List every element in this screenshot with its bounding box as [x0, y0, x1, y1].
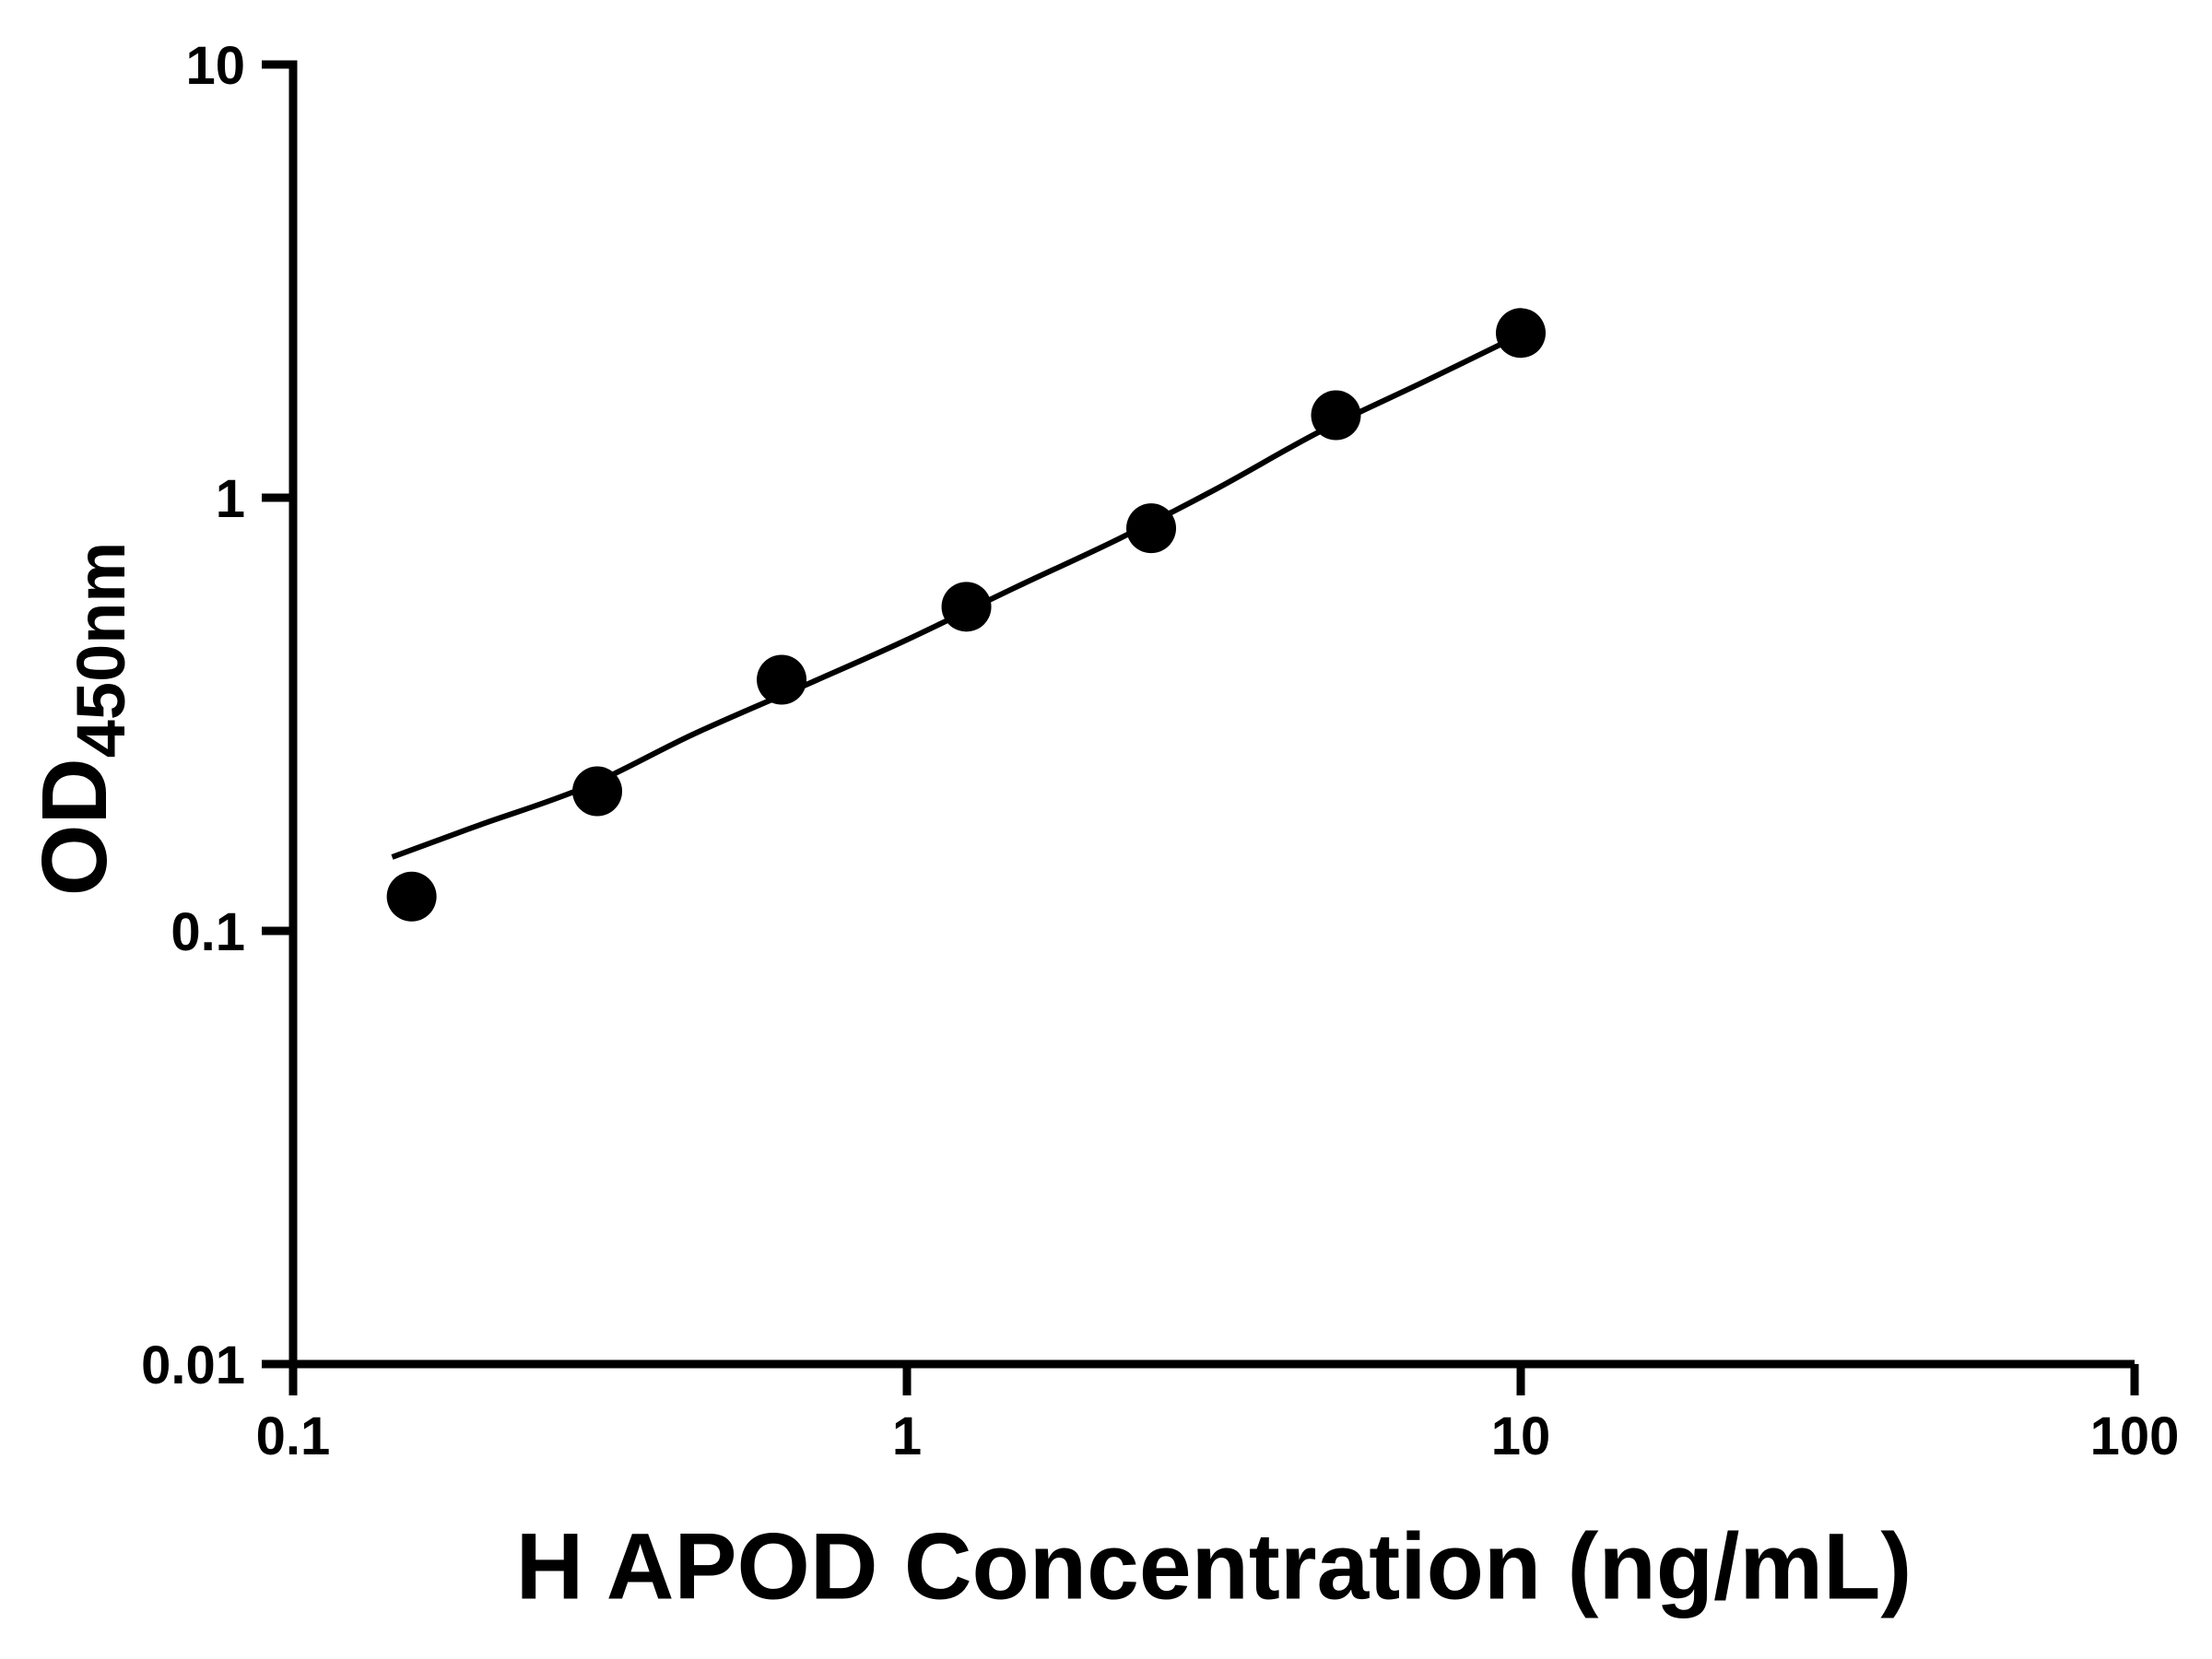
y-tick-label: 0.01	[141, 1335, 245, 1395]
y-axis-title-subscript: 450nm	[63, 541, 139, 759]
x-tick-label: 100	[2090, 1406, 2180, 1466]
data-point	[572, 766, 623, 817]
axes-frame	[288, 60, 2135, 1369]
data-point	[941, 582, 992, 632]
y-tick-label: 1	[216, 469, 245, 529]
data-point	[1311, 390, 1361, 441]
data-point	[1126, 503, 1177, 554]
y-tick-label: 10	[185, 36, 245, 96]
data-point	[1496, 308, 1546, 359]
data-point	[386, 871, 437, 922]
y-tick-label: 0.1	[171, 902, 245, 962]
y-axis-title: OD450nm	[22, 542, 140, 896]
x-tick-label: 0.1	[256, 1406, 331, 1466]
x-tick-label: 1	[892, 1406, 922, 1466]
x-tick-label: 10	[1491, 1406, 1551, 1466]
y-axis-title-text: OD	[23, 758, 126, 897]
data-point	[757, 654, 807, 705]
x-axis-title: H APOD Concentration (ng/mL)	[515, 1513, 1912, 1619]
